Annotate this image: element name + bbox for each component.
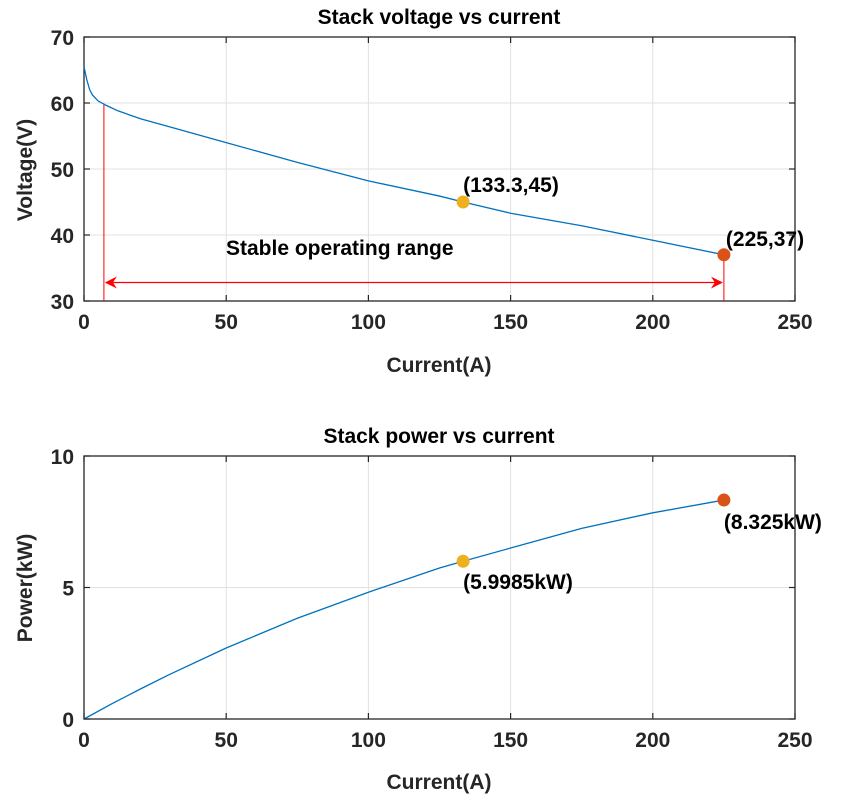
voltage-chart-title: Stack voltage vs current [318, 6, 561, 29]
data-point-marker [456, 554, 470, 568]
x-tick-label: 150 [493, 311, 528, 334]
x-tick-label: 200 [635, 311, 670, 334]
data-point-label: (133.3,45) [463, 174, 559, 197]
y-tick-label: 5 [62, 578, 74, 601]
series-line [83, 499, 725, 720]
y-tick-label: 40 [51, 225, 74, 248]
range-annotation-label: Stable operating range [226, 237, 454, 260]
data-point-marker [717, 248, 731, 262]
x-tick-label: 150 [493, 729, 528, 752]
voltage-chart-xlabel: Current(A) [387, 354, 492, 377]
y-tick-label: 70 [51, 27, 74, 50]
power-chart-ylabel: Power(kW) [14, 534, 37, 643]
voltage-chart-ticks: 0 50 100 150 200 250 30 40 50 60 70 [51, 27, 813, 334]
x-tick-label: 200 [635, 729, 670, 752]
y-tick-label: 50 [51, 159, 74, 182]
data-point-marker [717, 493, 731, 507]
y-tick-label: 10 [51, 446, 74, 469]
voltage-chart-plot-area: Stable operating range (133.3,45) (225,37) [83, 66, 804, 301]
power-chart-plot-area: (5.9985kW) (8.325kW) [83, 493, 822, 720]
data-point-marker [456, 195, 470, 209]
voltage-chart-ylabel: Voltage(V) [14, 119, 37, 221]
y-tick-label: 60 [51, 93, 74, 116]
x-tick-label: 100 [351, 311, 386, 334]
power-chart-title: Stack power vs current [323, 425, 554, 448]
power-chart-panel: Stack power vs current (5.9985kW) (8.325k… [14, 425, 822, 794]
x-tick-label: 50 [215, 729, 238, 752]
data-point-label: (5.9985kW) [463, 571, 573, 594]
voltage-chart-panel: Stack voltage vs current Stable operatin… [14, 6, 813, 377]
voltage-chart-grid [83, 36, 796, 302]
power-chart-ticks: 0 50 100 150 200 250 0 5 10 [51, 446, 813, 752]
power-chart-grid [83, 455, 796, 720]
x-tick-label: 0 [78, 729, 90, 752]
x-tick-label: 50 [215, 311, 238, 334]
x-tick-label: 100 [351, 729, 386, 752]
power-chart-xlabel: Current(A) [387, 771, 492, 794]
series-line [83, 66, 725, 256]
y-tick-label: 30 [51, 291, 74, 314]
data-point-label: (8.325kW) [724, 511, 822, 534]
y-tick-label: 0 [62, 709, 74, 732]
x-tick-label: 0 [78, 311, 90, 334]
data-point-label: (225,37) [726, 228, 804, 251]
x-tick-label: 250 [777, 311, 812, 334]
x-tick-label: 250 [777, 729, 812, 752]
